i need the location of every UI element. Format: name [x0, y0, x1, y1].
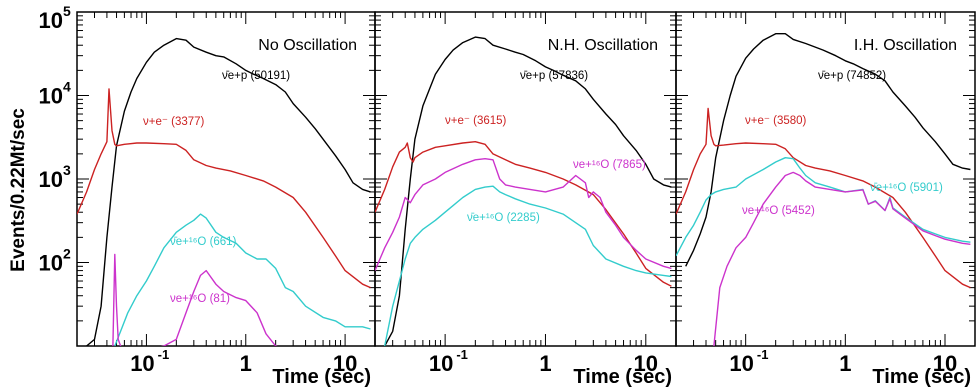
series-line: [86, 37, 371, 346]
series-group: [77, 37, 371, 346]
series-annotation: νe+¹⁶O (5452): [742, 205, 815, 217]
series-annotation: ν̄e+p (74852): [818, 70, 886, 82]
series-line: [114, 213, 371, 346]
series-annotation: ν+e⁻ (3615): [445, 115, 507, 127]
x-axis-title: Time (sec): [272, 366, 371, 388]
x-axis-title: Time (sec): [573, 366, 672, 388]
x-axis-title: Time (sec): [872, 366, 971, 388]
plot-frame: [374, 11, 677, 347]
x-tick-label: 1: [839, 351, 851, 376]
x-tick-exponent: -1: [757, 347, 769, 362]
y-tick-exponent: 3: [63, 162, 71, 178]
series-line: [676, 156, 971, 257]
series-annotation: ν̄e+¹⁶O (2285): [467, 212, 540, 224]
series-group: [676, 33, 971, 346]
series-annotation: ν+e⁻ (3377): [143, 116, 205, 128]
y-axis-title: Events/0.22Mt/sec: [8, 108, 29, 272]
series-annotation: ν+e⁻ (3580): [745, 115, 807, 127]
y-tick-label: 10: [39, 84, 63, 109]
series-line: [375, 157, 672, 271]
x-tick-label: 10: [933, 351, 957, 376]
y-tick-label: 10: [39, 8, 63, 33]
x-tick-label: 10: [729, 351, 753, 376]
panel-title: No Oscillation: [258, 37, 357, 54]
x-tick-exponent: -1: [456, 347, 468, 362]
series-line: [384, 185, 672, 346]
series-line: [77, 88, 371, 289]
y-tick-exponent: 5: [63, 3, 71, 19]
panel-title: I.H. Oscillation: [854, 37, 957, 54]
series-annotation: ν̄e+p (57836): [520, 70, 588, 82]
series-annotation: ν̄e+¹⁶O (661): [170, 236, 237, 248]
series-annotation: ν̄e+¹⁶O (5901): [870, 182, 943, 194]
plot-frame: [675, 11, 976, 347]
series-line: [384, 36, 672, 346]
x-tick-label: 10: [429, 351, 453, 376]
y-tick-label: 10: [39, 167, 63, 192]
y-tick-exponent: 4: [63, 79, 71, 95]
series-annotation: ν̄e+p (50191): [222, 70, 290, 82]
series-group: [375, 36, 672, 346]
x-tick-label: 10: [333, 351, 357, 376]
x-tick-label: 1: [240, 351, 252, 376]
series-annotation: νe+¹⁶O (81): [170, 293, 230, 305]
x-tick-label: 1: [539, 351, 551, 376]
panel-title: N.H. Oscillation: [548, 37, 658, 54]
x-tick-exponent: -1: [158, 347, 170, 362]
y-tick-exponent: 2: [63, 246, 71, 262]
series-line: [713, 171, 971, 346]
series-annotation: νe+¹⁶O (7865): [573, 159, 646, 171]
x-tick-label: 10: [634, 351, 658, 376]
y-tick-label: 10: [39, 251, 63, 276]
series-line: [112, 253, 278, 346]
series-line: [375, 140, 672, 287]
x-tick-label: 10: [130, 351, 154, 376]
